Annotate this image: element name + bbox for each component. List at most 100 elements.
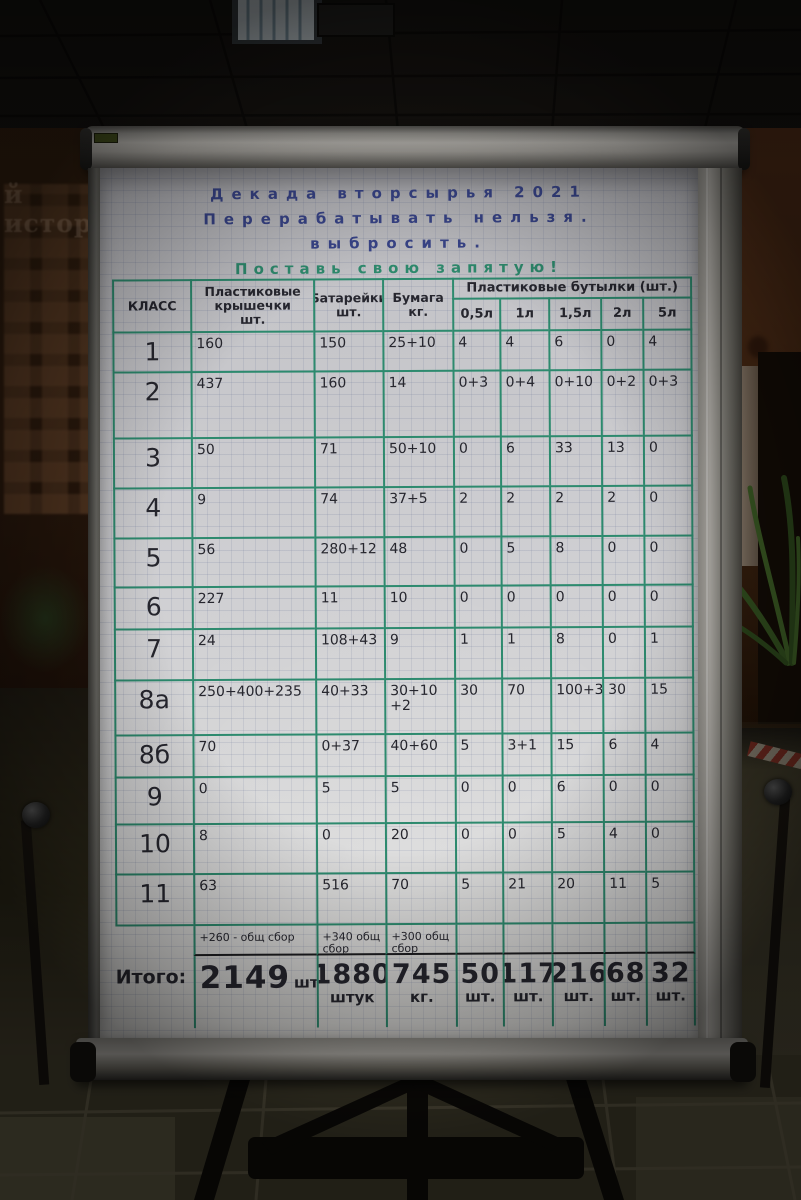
batteries-cell: 40+33 [315,678,385,734]
bottle-1-5l-cell: 100+3 [550,676,603,733]
bottle-1-5l-cell: 8 [549,534,602,585]
paper-cell: 30+10 +2 [384,677,455,734]
batteries-cell: 0 [315,822,386,873]
bottle-1l-total: 117 шт. [502,954,552,1027]
bottle-1l-cell: 0 [500,584,550,627]
class-label: 6 [113,586,192,629]
class-label: 3 [112,437,192,488]
bottle-1-5l-cell: 0 [549,583,602,627]
paper-total-unit: кг. [409,987,434,1006]
table-header: КЛАСС Пластиковые крышечки шт. Батарейки… [112,276,693,332]
bottle-1l-cell: 21 [502,871,552,925]
caps-cell: 160 [190,330,314,372]
batteries-cell: 280+12 [314,536,384,586]
bottle-0-5l-cell: 0 [454,774,502,822]
batteries-extra-note: +340 общ сбор [316,925,386,956]
header-bottle-1-5l: 1,5л [548,296,601,330]
title-line-3: выбросить. [310,233,488,253]
bottle-1l-cell: 6 [499,435,550,486]
bottle-5l-total-value: 32 [650,957,691,989]
class-label: 4 [113,487,192,538]
bottle-5l-cell: 15 [644,676,695,732]
bottle-1l-cell: 0 [501,821,552,872]
batteries-cell: 0+37 [315,733,385,776]
bottle-0-5l-cell: 1 [453,626,502,678]
class-label: 2 [112,371,191,438]
class-label: 7 [113,628,193,680]
paper-total: 745 кг. [385,954,456,1028]
bottle-2l-cell: 0+2 [600,368,643,435]
bottle-2l-cell: 2 [601,484,644,535]
board-bottom-rail [70,1038,756,1082]
bottle-2l-total-unit: шт. [610,986,642,1005]
paper-cell: 14 [382,369,453,437]
caps-cell: 9 [191,486,315,538]
bottle-1l-cell: 0 [501,774,551,822]
empty-cell [603,923,646,954]
bottle-5l-cell: 0 [642,434,694,485]
caps-cell: 70 [192,733,316,777]
bottle-5l-cell: 0 [643,484,694,535]
paper-cell: 20 [384,821,456,873]
table-body: 1 160 150 25+10 4 4 6 0 4 2 437 160 14 0+3 0+4 0+10 0+2… [112,328,696,927]
bottle-1-5l-cell: 33 [548,434,602,486]
class-label: 11 [115,873,194,927]
bottle-1l-cell: 4 [499,329,549,370]
bottle-5l-cell: 5 [645,870,696,924]
bottle-5l-total: 32 шт. [645,953,696,1026]
paper-cell: 48 [383,535,454,586]
bottle-0-5l-cell: 0 [453,535,501,585]
bottle-1-5l-cell: 6 [548,328,601,370]
bottle-1l-cell: 5 [500,535,550,585]
bottle-1-5l-cell: 0+10 [548,368,601,436]
bottle-5l-cell: 0 [643,583,694,626]
bottle-1l-cell: 3+1 [501,732,551,775]
batteries-cell: 108+43 [314,627,385,679]
header-class: КЛАСС [112,279,191,332]
wall-sign-text: й истор [4,180,93,238]
paper-cell: 5 [384,774,455,823]
bottle-0-5l-total-value: 50 [460,958,501,990]
left-clamp-knob [22,802,50,828]
empty-cell [645,923,696,954]
caps-cell: 56 [191,536,315,587]
bottle-2l-cell: 30 [602,676,645,732]
bottle-1-5l-cell: 5 [550,820,604,872]
class-label: 8б [114,734,193,777]
bottle-2l-cell: 0 [601,625,645,677]
paper-cell: 70 [385,871,456,926]
bottle-0-5l-total-unit: шт. [465,987,496,1006]
bottle-5l-cell: 0 [644,773,695,821]
bottle-2l-cell: 0 [602,773,645,821]
batteries-total-unit: штук [329,988,375,1007]
left-wall: й истор [0,128,102,690]
bottle-5l-cell: 0+3 [642,368,693,435]
caps-total-value: 2149 [199,959,291,997]
paper-total-value: 745 [391,958,452,991]
caps-cell: 24 [191,627,316,680]
bottle-2l-cell: 0 [601,534,644,584]
caps-total-unit: шт. [293,973,317,992]
bottle-2l-cell: 0 [601,583,644,626]
batteries-cell: 150 [313,330,383,371]
title-line-4: Поставь свою запятую! [234,257,564,279]
header-batteries: Батарейки шт. [313,278,383,331]
bottle-1l-total-unit: шт. [513,987,544,1006]
right-clamp-knob [764,779,792,805]
caps-cell: 0 [192,775,316,824]
flipchart-paper: Декада вторсырья 2021 Перерабатывать нел… [100,168,698,1042]
batteries-cell: 160 [313,370,383,437]
header-bottle-0-5l: 0,5л [452,297,500,330]
paper-extra-note: +300 общ сбор [385,924,456,956]
bottle-2l-cell: 11 [603,870,646,924]
totals-label: Итого: [115,966,187,989]
bottle-1-5l-total: 216 шт. [551,953,604,1027]
class-label: 10 [114,823,194,874]
bottle-5l-cell: 1 [643,625,695,677]
bottle-0-5l-cell: 0 [452,435,501,486]
bottle-0-5l-cell: 30 [454,677,502,733]
header-bottle-2l: 2л [600,296,643,329]
roller-brand-label [94,133,118,143]
header-bottle-5l: 5л [642,296,693,329]
bottle-1l-cell: 0+4 [499,369,549,436]
